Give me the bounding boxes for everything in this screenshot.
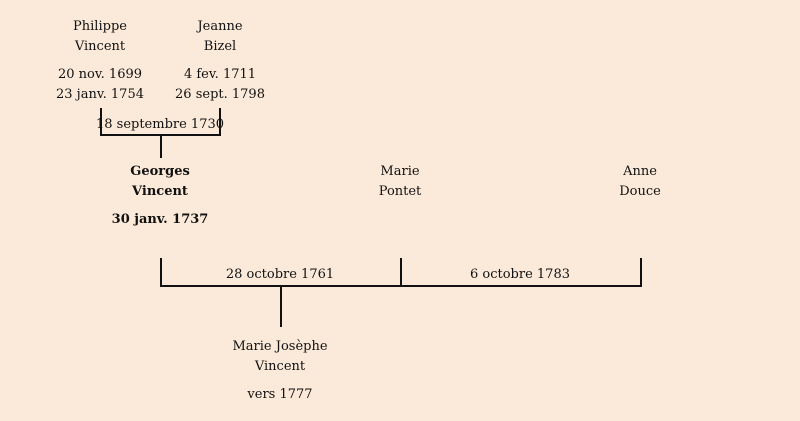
philippe-last-name: Vincent [74,39,126,54]
georges-first-name: Georges [130,164,190,179]
philippe-birth: 20 nov. 1699 [57,67,143,82]
mariejo-first-name: Marie Josèphe [232,339,328,354]
anne-first-name: Anne [623,164,657,179]
marie-bracket-line [400,258,402,287]
jeanne-first-name: Jeanne [197,19,243,34]
parents-bracket-left [100,108,102,136]
jeanne-birth: 4 fev. 1711 [183,67,257,82]
mariejo-birth: vers 1777 [247,387,313,402]
first-marriage-date: 28 octobre 1761 [225,267,335,282]
child-descent-line [280,285,282,327]
second-marriage-date: 6 octobre 1783 [469,267,571,282]
georges-birth: 30 janv. 1737 [111,212,209,227]
parents-bracket-right [219,108,221,136]
georges-bracket-line [160,258,162,287]
mariejo-last-name: Vincent [254,359,306,374]
marie-first-name: Marie [380,164,420,179]
philippe-first-name: Philippe [73,19,127,34]
georges-last-name: Vincent [132,184,188,199]
parents-marriage-date: 18 septembre 1730 [95,117,225,132]
anne-last-name: Douce [619,184,661,199]
parents-descent-line [160,134,162,158]
marie-last-name: Pontet [378,184,422,199]
marriages-bracket-bottom [160,285,642,287]
jeanne-last-name: Bizel [203,39,237,54]
philippe-death: 23 janv. 1754 [56,87,144,102]
anne-bracket-line [640,258,642,287]
jeanne-death: 26 sept. 1798 [175,87,265,102]
